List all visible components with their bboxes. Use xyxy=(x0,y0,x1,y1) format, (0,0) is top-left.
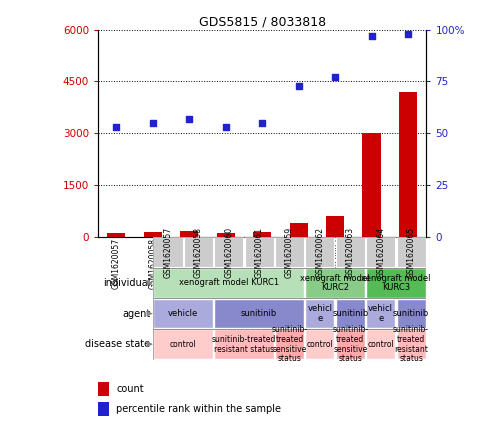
Text: control: control xyxy=(307,340,333,349)
Point xyxy=(258,120,266,126)
Text: sunitinib: sunitinib xyxy=(241,309,277,318)
FancyBboxPatch shape xyxy=(396,299,426,328)
Text: GSM1620057: GSM1620057 xyxy=(164,227,172,278)
FancyBboxPatch shape xyxy=(214,330,274,359)
Bar xyxy=(363,133,381,237)
Text: GSM1620062: GSM1620062 xyxy=(316,227,324,278)
Text: sunitinib-
treated
resistant
status: sunitinib- treated resistant status xyxy=(393,325,429,363)
FancyBboxPatch shape xyxy=(396,237,426,267)
Text: individual: individual xyxy=(103,278,150,288)
Text: xenograft model
KURC2: xenograft model KURC2 xyxy=(300,274,370,292)
FancyBboxPatch shape xyxy=(184,237,213,267)
Bar xyxy=(399,92,417,237)
FancyBboxPatch shape xyxy=(214,237,244,267)
Bar xyxy=(107,233,125,237)
Text: sunitinib: sunitinib xyxy=(332,309,368,318)
Text: GSM1620061: GSM1620061 xyxy=(255,227,264,278)
FancyBboxPatch shape xyxy=(153,237,182,267)
Point xyxy=(404,30,412,37)
Text: GSM1620063: GSM1620063 xyxy=(346,227,355,278)
FancyBboxPatch shape xyxy=(396,330,426,359)
Text: GSM1620065: GSM1620065 xyxy=(407,227,416,278)
FancyBboxPatch shape xyxy=(275,237,304,267)
FancyBboxPatch shape xyxy=(305,268,365,298)
Text: disease state: disease state xyxy=(85,339,150,349)
Text: vehicl
e: vehicl e xyxy=(368,304,393,323)
Text: xenograft model KURC1: xenograft model KURC1 xyxy=(179,278,279,287)
Text: agent: agent xyxy=(122,308,150,319)
Text: vehicle: vehicle xyxy=(168,309,198,318)
Text: control: control xyxy=(170,340,196,349)
Bar xyxy=(217,233,235,237)
Text: GSM1620060: GSM1620060 xyxy=(224,227,233,278)
Text: count: count xyxy=(116,384,144,393)
Point xyxy=(149,120,157,126)
Text: GSM1620058: GSM1620058 xyxy=(194,227,203,278)
Bar xyxy=(180,231,198,237)
Text: sunitinib-
treated
sensitive
status: sunitinib- treated sensitive status xyxy=(271,325,308,363)
Point xyxy=(331,74,339,81)
Text: sunitinib: sunitinib xyxy=(393,309,429,318)
FancyBboxPatch shape xyxy=(366,299,395,328)
FancyBboxPatch shape xyxy=(153,299,213,328)
FancyBboxPatch shape xyxy=(366,237,395,267)
FancyBboxPatch shape xyxy=(336,237,365,267)
Point xyxy=(222,124,230,130)
FancyBboxPatch shape xyxy=(305,330,335,359)
FancyBboxPatch shape xyxy=(336,330,365,359)
FancyBboxPatch shape xyxy=(214,299,304,328)
FancyBboxPatch shape xyxy=(305,299,335,328)
Text: GSM1620059: GSM1620059 xyxy=(285,227,294,278)
FancyBboxPatch shape xyxy=(336,299,365,328)
Point xyxy=(294,82,302,89)
FancyBboxPatch shape xyxy=(275,330,304,359)
FancyBboxPatch shape xyxy=(305,237,335,267)
Point xyxy=(185,115,193,122)
FancyBboxPatch shape xyxy=(366,330,395,359)
Text: vehicl
e: vehicl e xyxy=(307,304,332,323)
FancyBboxPatch shape xyxy=(153,268,304,298)
Text: control: control xyxy=(368,340,394,349)
Title: GDS5815 / 8033818: GDS5815 / 8033818 xyxy=(198,16,326,28)
FancyBboxPatch shape xyxy=(245,237,274,267)
Text: sunitinib-
treated
sensitive
status: sunitinib- treated sensitive status xyxy=(332,325,368,363)
Text: percentile rank within the sample: percentile rank within the sample xyxy=(116,404,281,415)
Text: xenograft model
KURC3: xenograft model KURC3 xyxy=(361,274,431,292)
FancyBboxPatch shape xyxy=(366,268,426,298)
Bar xyxy=(326,216,344,237)
Text: sunitinib-treated
resistant status: sunitinib-treated resistant status xyxy=(212,335,276,354)
Point xyxy=(112,124,120,130)
Bar xyxy=(253,232,271,237)
Point xyxy=(368,33,375,39)
Text: GSM1620064: GSM1620064 xyxy=(376,227,385,278)
Bar xyxy=(98,403,109,416)
Bar xyxy=(98,382,109,396)
FancyBboxPatch shape xyxy=(153,330,213,359)
Bar xyxy=(144,232,162,237)
Bar xyxy=(290,223,308,237)
